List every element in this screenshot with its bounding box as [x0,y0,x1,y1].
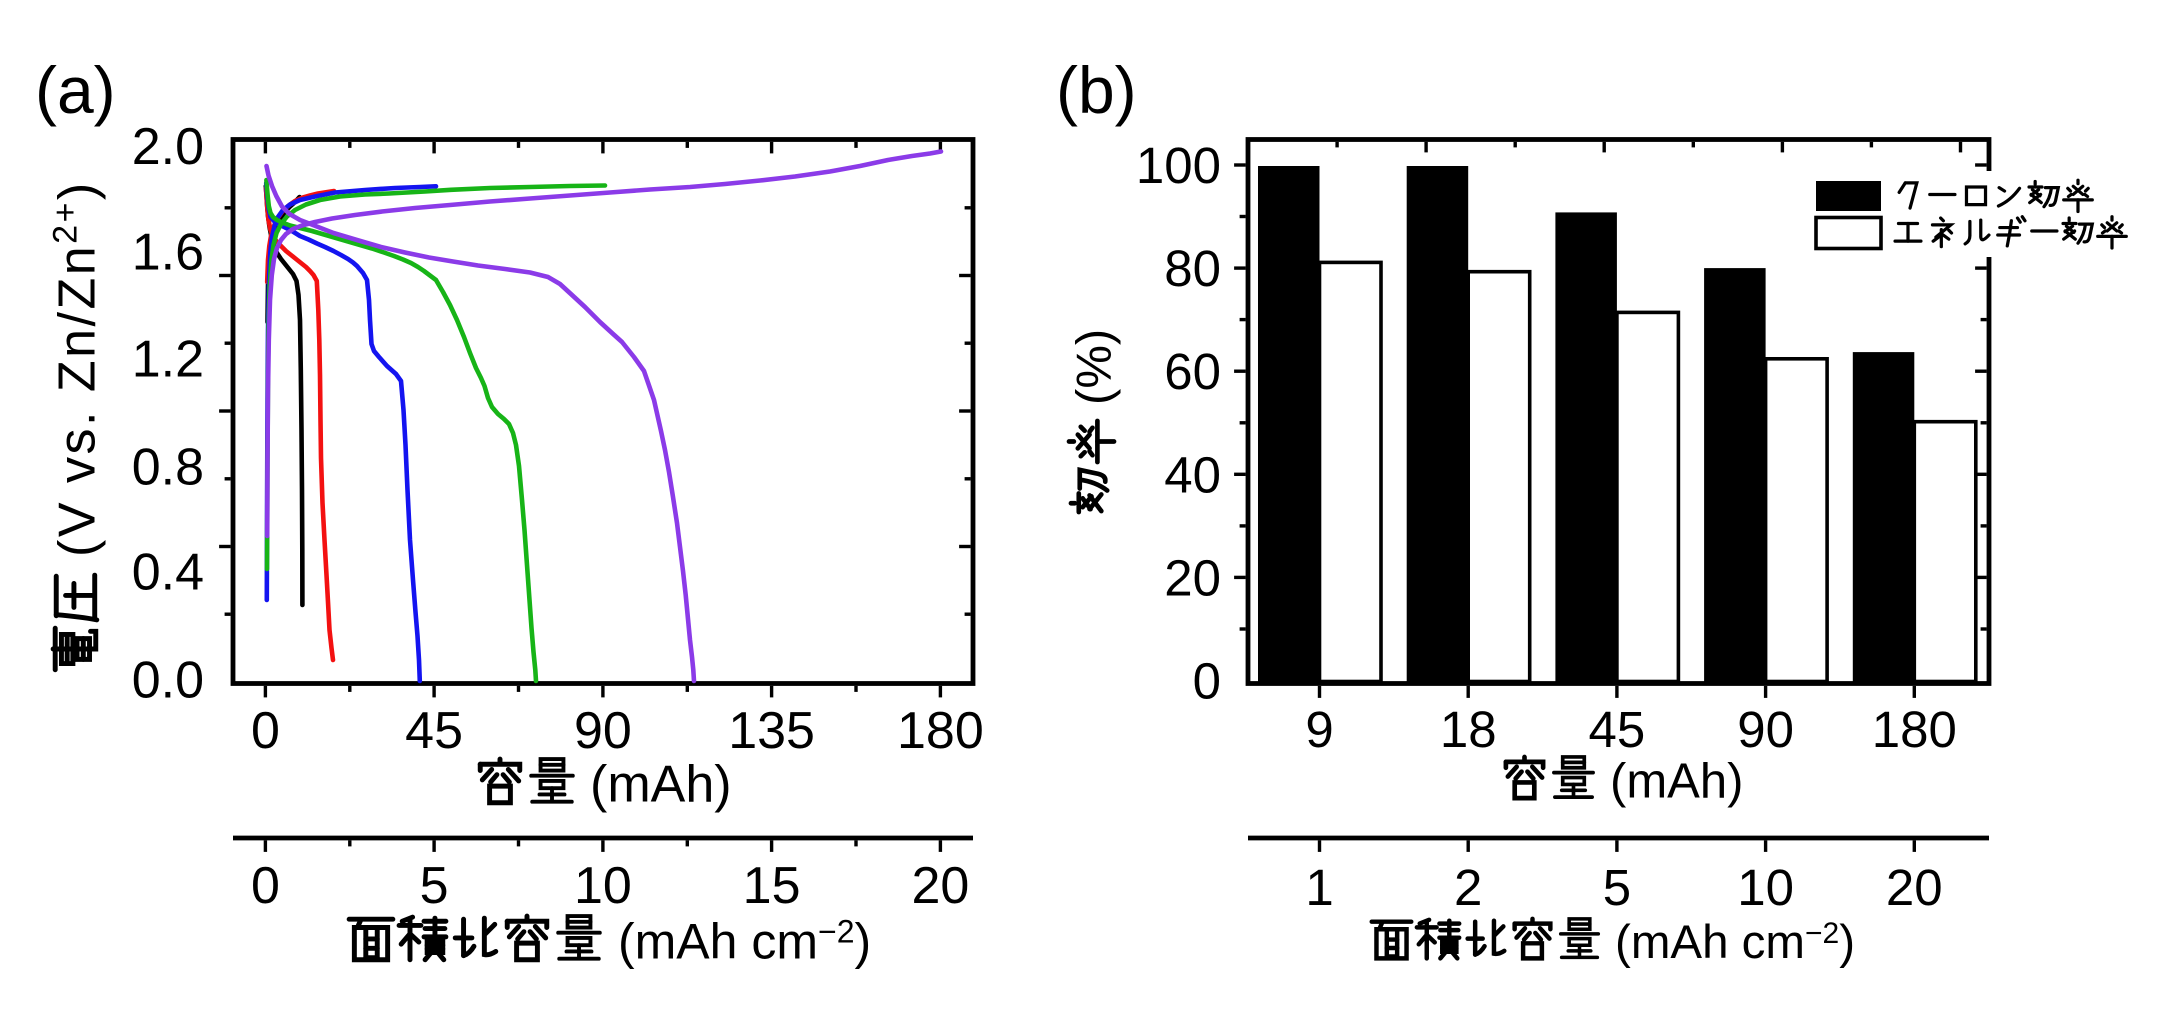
svg-text:5: 5 [1603,859,1631,916]
svg-text:60: 60 [1164,343,1221,400]
svg-text:0.8: 0.8 [132,439,204,497]
svg-text:1: 1 [1305,859,1333,916]
svg-text:0.4: 0.4 [132,544,204,602]
svg-text:9: 9 [1305,701,1333,758]
svg-text:135: 135 [728,702,815,760]
svg-text:20: 20 [911,857,969,915]
svg-text:80: 80 [1164,240,1221,297]
svg-text:18: 18 [1440,701,1497,758]
svg-text:15: 15 [743,857,801,915]
svg-text:20: 20 [1886,859,1943,916]
svg-text:10: 10 [1737,859,1794,916]
svg-text:180: 180 [1872,701,1957,758]
svg-text:10: 10 [574,857,632,915]
svg-text:45: 45 [405,702,463,760]
svg-text:1.6: 1.6 [132,224,204,282]
svg-text:20: 20 [1164,549,1221,606]
svg-text:0: 0 [1193,653,1221,710]
svg-text:45: 45 [1589,701,1646,758]
svg-text:(a): (a) [35,53,116,127]
svg-text:(mAh): (mAh) [1610,755,1743,809]
svg-text:5: 5 [420,857,449,915]
svg-text:40: 40 [1164,446,1221,503]
svg-text:(mAh): (mAh) [590,756,732,814]
svg-text:100: 100 [1136,137,1221,194]
svg-text:180: 180 [897,702,984,760]
svg-text:(b): (b) [1056,53,1137,127]
svg-text:1.2: 1.2 [132,331,204,389]
svg-text:2.0: 2.0 [132,118,204,176]
svg-text:0: 0 [251,857,280,915]
svg-text:90: 90 [574,702,632,760]
svg-text:2: 2 [1454,859,1482,916]
svg-text:90: 90 [1737,701,1794,758]
svg-text:(%): (%) [1068,329,1122,405]
svg-text:0: 0 [251,702,280,760]
svg-text:0.0: 0.0 [132,652,204,710]
